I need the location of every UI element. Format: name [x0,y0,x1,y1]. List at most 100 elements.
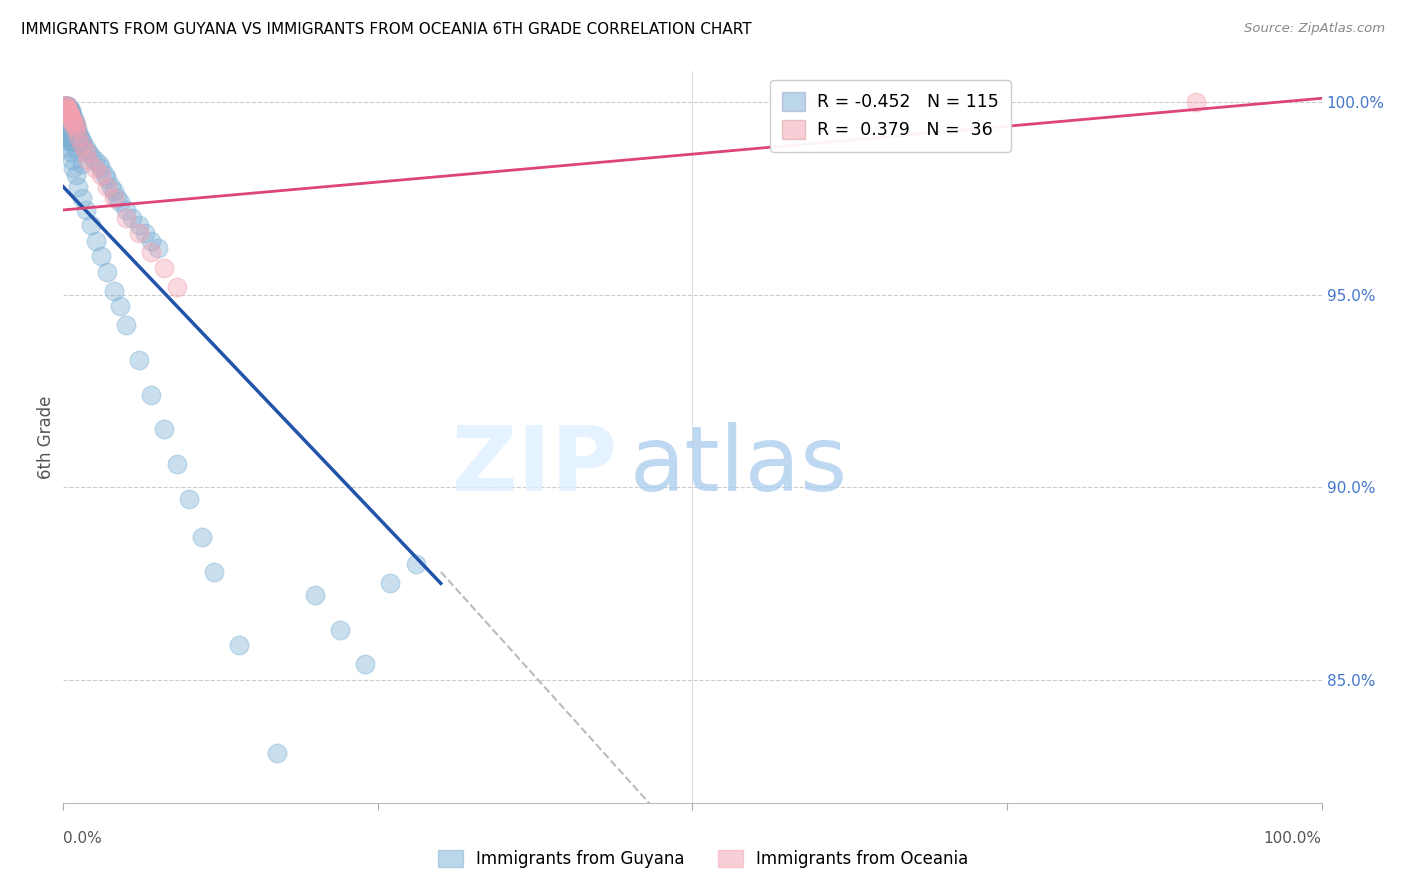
Point [55,111,77,125]
Point [80,219,103,233]
Point [56,103,79,117]
Point [63,114,86,128]
Point [115,211,138,225]
Point [53,103,76,117]
Y-axis label: 6th Grade: 6th Grade [37,395,55,479]
Point [354,657,377,672]
Point [84,234,107,248]
Point [58,106,80,120]
Point [65,141,87,155]
Point [59,111,82,125]
Point [96,172,118,186]
Point [53,106,76,120]
Point [56,129,79,144]
Point [128,353,150,368]
Point [166,280,188,294]
Point [55,99,77,113]
Point [108,299,131,313]
Point [128,226,150,240]
Point [141,388,163,402]
Point [56,99,79,113]
Point [134,226,156,240]
Point [58,103,80,117]
Point [266,746,288,760]
Point [65,122,87,136]
Point [56,106,79,120]
Point [190,530,212,544]
Point [146,242,169,256]
Point [55,103,77,117]
Point [72,137,94,152]
Point [77,145,100,160]
Point [55,103,77,117]
Point [96,264,118,278]
Point [115,202,138,217]
Point [53,103,76,117]
Point [69,129,91,144]
Point [100,179,122,194]
Point [304,588,326,602]
Point [56,99,79,113]
Point [56,114,79,128]
Point [58,103,80,117]
Text: 100.0%: 100.0% [1264,831,1322,846]
Point [141,234,163,248]
Point [103,191,125,205]
Point [55,106,77,120]
Point [60,114,83,128]
Point [58,106,80,120]
Text: IMMIGRANTS FROM GUYANA VS IMMIGRANTS FROM OCEANIA 6TH GRADE CORRELATION CHART: IMMIGRANTS FROM GUYANA VS IMMIGRANTS FRO… [21,22,752,37]
Point [53,99,76,113]
Point [60,106,83,120]
Point [53,106,76,120]
Point [62,161,84,175]
Point [179,491,201,506]
Point [807,95,830,110]
Point [56,122,79,136]
Point [56,106,79,120]
Point [58,118,80,132]
Point [65,118,87,132]
Point [141,245,163,260]
Point [58,103,80,117]
Point [65,118,87,132]
Point [83,161,105,175]
Point [53,103,76,117]
Point [75,202,97,217]
Point [58,122,80,136]
Point [121,211,143,225]
Point [75,141,97,155]
Point [59,106,82,120]
Point [103,284,125,298]
Point [60,153,83,167]
Point [90,249,112,263]
Point [380,576,402,591]
Point [153,422,176,436]
Point [58,141,80,155]
Point [70,134,93,148]
Point [58,106,80,120]
Point [53,106,76,120]
Point [80,149,103,163]
Point [58,103,80,117]
Point [53,99,76,113]
Point [58,134,80,148]
Point [53,103,76,117]
Point [55,99,77,113]
Point [58,103,80,117]
Point [228,638,250,652]
Point [58,103,80,117]
Point [56,103,79,117]
Point [60,111,83,125]
Text: 0.0%: 0.0% [63,831,103,846]
Point [55,103,77,117]
Point [53,106,76,120]
Point [67,179,90,194]
Point [62,114,84,128]
Point [87,157,110,171]
Point [56,103,79,117]
Point [115,318,138,333]
Point [70,134,93,148]
Point [56,126,79,140]
Point [55,99,77,113]
